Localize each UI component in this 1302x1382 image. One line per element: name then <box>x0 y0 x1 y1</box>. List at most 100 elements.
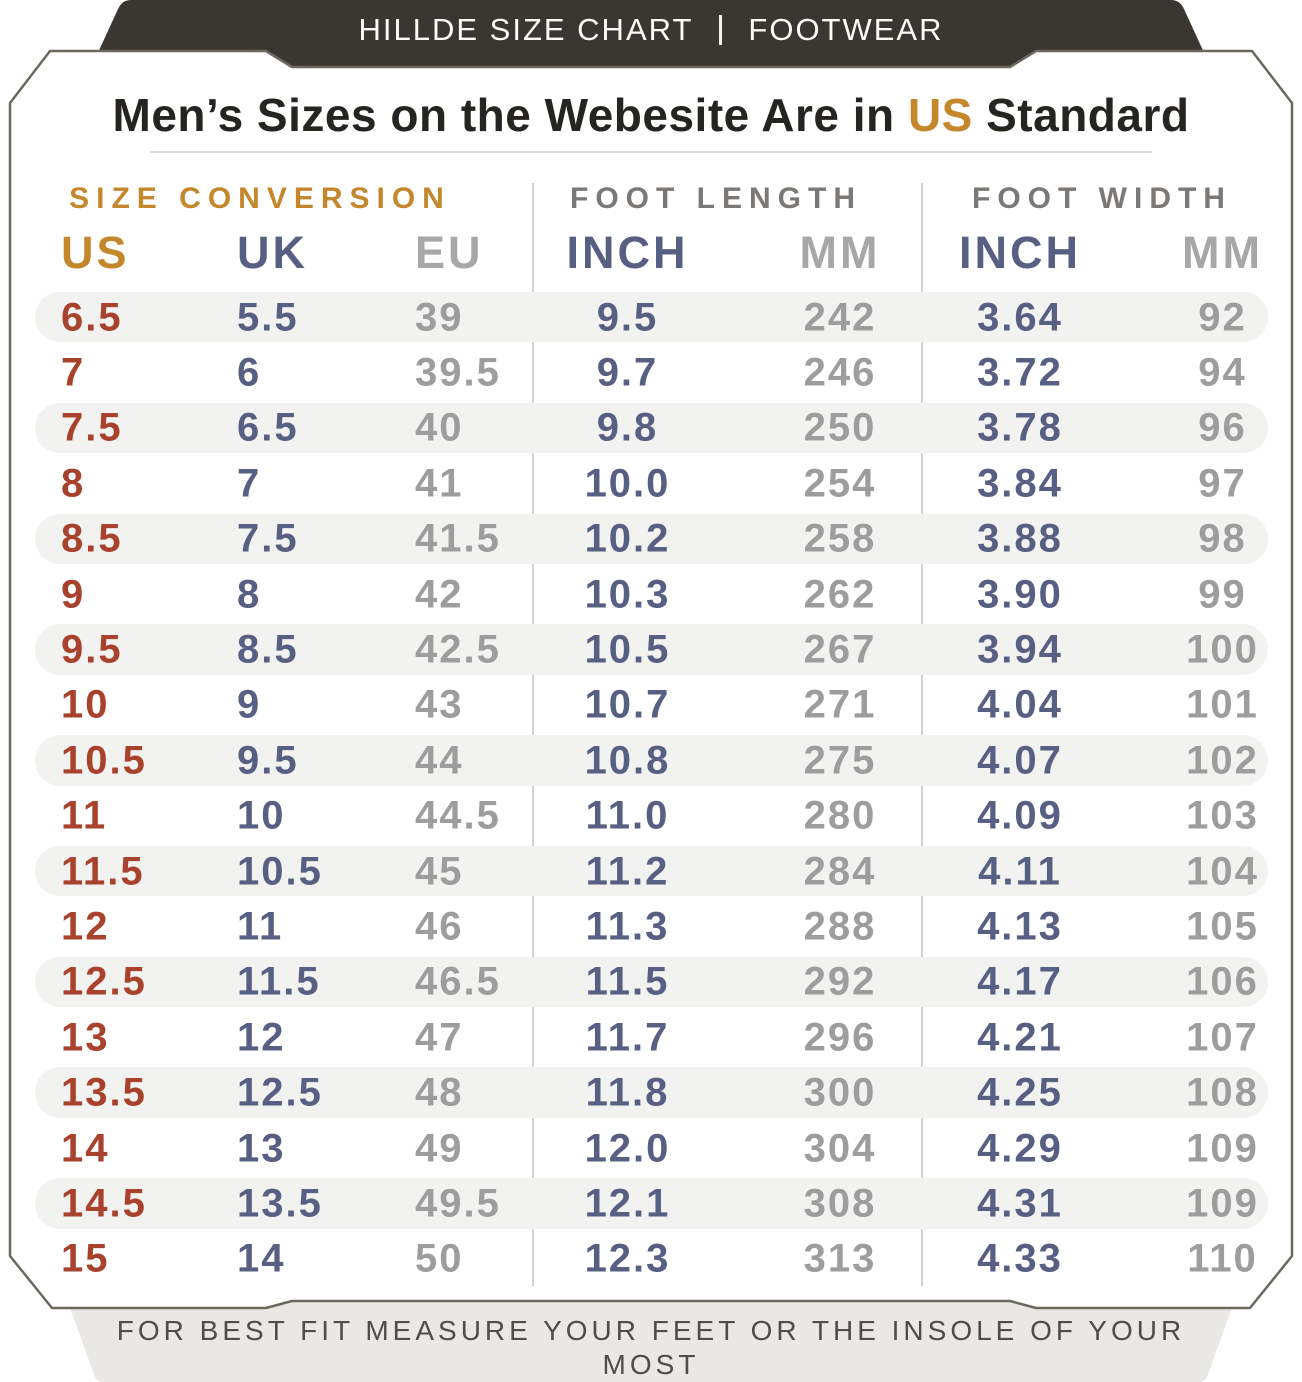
section-foot-width: FOOT WIDTH <box>972 182 1232 215</box>
table-cell: 10.0 <box>584 461 671 506</box>
table-row: 15 14 50 12.3 313 4.33 110 <box>35 1232 1268 1287</box>
brand-label: HILLDE SIZE CHART <box>358 12 694 47</box>
table-row: 13 12 47 11.7 296 4.21 107 <box>35 1010 1268 1065</box>
table-cell: 11.3 <box>585 904 670 949</box>
table-cell: 12 <box>61 904 110 949</box>
table-cell: 106 <box>1186 959 1259 1004</box>
category-label: FOOTWEAR <box>748 12 944 47</box>
table-cell: 9.7 <box>596 350 659 395</box>
table-cell: 46.5 <box>415 959 501 1004</box>
table-cell: 12.5 <box>61 959 147 1004</box>
table-cell: 107 <box>1186 1015 1259 1060</box>
table-cell: 10 <box>237 793 286 838</box>
table-cell: 4.07 <box>977 738 1063 783</box>
page-title: Men’s Sizes on the Webesite Are in US St… <box>0 86 1302 144</box>
table-row: 9 8 42 10.3 262 3.90 99 <box>35 567 1268 622</box>
table-cell: 46 <box>415 904 464 949</box>
title-suffix: Standard <box>972 89 1190 141</box>
table-cell: 39 <box>415 295 464 340</box>
footer-note-line1: FOR BEST FIT MEASURE YOUR FEET OR THE IN… <box>116 1315 1186 1381</box>
table-cell: 10.2 <box>584 516 671 561</box>
table-cell: 10 <box>61 682 110 727</box>
table-row: 7.5 6.5 40 9.8 250 3.78 96 <box>35 401 1268 456</box>
table-cell: 300 <box>803 1070 877 1115</box>
section-foot-length: FOOT LENGTH <box>570 182 862 215</box>
table-cell: 9.5 <box>61 627 123 672</box>
table-cell: 43 <box>415 682 464 727</box>
table-cell: 109 <box>1186 1181 1259 1226</box>
table-cell: 49.5 <box>415 1181 501 1226</box>
table-cell: 11 <box>237 904 284 949</box>
size-table-body: 6.5 5.5 39 9.5 242 3.64 92 7 6 39.5 9.7 246 3.72 94 7.… <box>35 290 1268 1287</box>
table-row: 6.5 5.5 39 9.5 242 3.64 92 <box>35 290 1268 345</box>
title-divider <box>150 151 1152 153</box>
table-cell: 10.5 <box>237 849 323 894</box>
table-cell: 8 <box>237 572 262 617</box>
table-cell: 4.17 <box>977 959 1063 1004</box>
table-cell: 103 <box>1186 793 1259 838</box>
table-cell: 3.94 <box>977 627 1063 672</box>
table-cell: 6.5 <box>237 405 299 450</box>
table-cell: 15 <box>61 1236 110 1281</box>
table-cell: 108 <box>1186 1070 1259 1115</box>
top-bar: HILLDE SIZE CHART FOOTWEAR <box>95 0 1207 60</box>
table-cell: 110 <box>1187 1236 1258 1281</box>
col-header-eu: EU <box>415 227 484 278</box>
table-cell: 9 <box>237 682 262 727</box>
table-cell: 12.3 <box>584 1236 671 1281</box>
table-cell: 13.5 <box>237 1181 323 1226</box>
table-cell: 47 <box>415 1015 464 1060</box>
footer-tab-shape <box>70 1301 1232 1382</box>
table-cell: 11.2 <box>585 849 670 894</box>
table-cell: 14.5 <box>61 1181 147 1226</box>
table-cell: 11.8 <box>585 1070 670 1115</box>
table-cell: 262 <box>803 572 877 617</box>
table-cell: 92 <box>1198 295 1247 340</box>
table-cell: 13 <box>61 1015 110 1060</box>
table-cell: 9.5 <box>596 295 659 340</box>
table-cell: 11.5 <box>61 849 145 894</box>
table-cell: 100 <box>1186 627 1259 672</box>
table-row: 12.5 11.5 46.5 11.5 292 4.17 106 <box>35 955 1268 1010</box>
table-cell: 14 <box>237 1236 286 1281</box>
col-header-inch-length: INCH <box>566 227 689 278</box>
table-cell: 10.3 <box>584 572 671 617</box>
table-cell: 11.7 <box>585 1015 670 1060</box>
table-cell: 271 <box>803 682 877 727</box>
table-cell: 13.5 <box>61 1070 147 1115</box>
table-row: 8 7 41 10.0 254 3.84 97 <box>35 456 1268 511</box>
table-cell: 104 <box>1186 849 1259 894</box>
table-header-row: US UK EU INCH MM INCH MM <box>35 222 1268 284</box>
top-bar-divider <box>719 15 723 45</box>
col-header-us: US <box>61 227 130 278</box>
table-cell: 254 <box>803 461 877 506</box>
table-cell: 12.0 <box>584 1126 671 1171</box>
table-cell: 7 <box>61 350 86 395</box>
table-cell: 3.64 <box>977 295 1063 340</box>
table-cell: 10.5 <box>61 738 147 783</box>
table-cell: 313 <box>803 1236 877 1281</box>
table-cell: 284 <box>803 849 877 894</box>
table-cell: 42.5 <box>415 627 501 672</box>
table-cell: 12.1 <box>584 1181 671 1226</box>
table-cell: 8.5 <box>61 516 123 561</box>
table-cell: 267 <box>803 627 877 672</box>
table-cell: 3.90 <box>977 572 1063 617</box>
table-cell: 11 <box>61 793 108 838</box>
table-cell: 10.7 <box>584 682 671 727</box>
table-cell: 97 <box>1198 461 1247 506</box>
table-cell: 9 <box>61 572 86 617</box>
table-row: 10.5 9.5 44 10.8 275 4.07 102 <box>35 733 1268 788</box>
table-row: 11 10 44.5 11.0 280 4.09 103 <box>35 789 1268 844</box>
table-row: 14.5 13.5 49.5 12.1 308 4.31 109 <box>35 1176 1268 1231</box>
table-cell: 14 <box>61 1126 110 1171</box>
table-cell: 5.5 <box>237 295 299 340</box>
table-cell: 304 <box>803 1126 877 1171</box>
table-cell: 296 <box>803 1015 877 1060</box>
col-header-mm-width: MM <box>1182 227 1263 278</box>
table-row: 12 11 46 11.3 288 4.13 105 <box>35 899 1268 954</box>
table-cell: 41 <box>415 461 464 506</box>
table-row: 9.5 8.5 42.5 10.5 267 3.94 100 <box>35 622 1268 677</box>
table-cell: 44 <box>415 738 464 783</box>
